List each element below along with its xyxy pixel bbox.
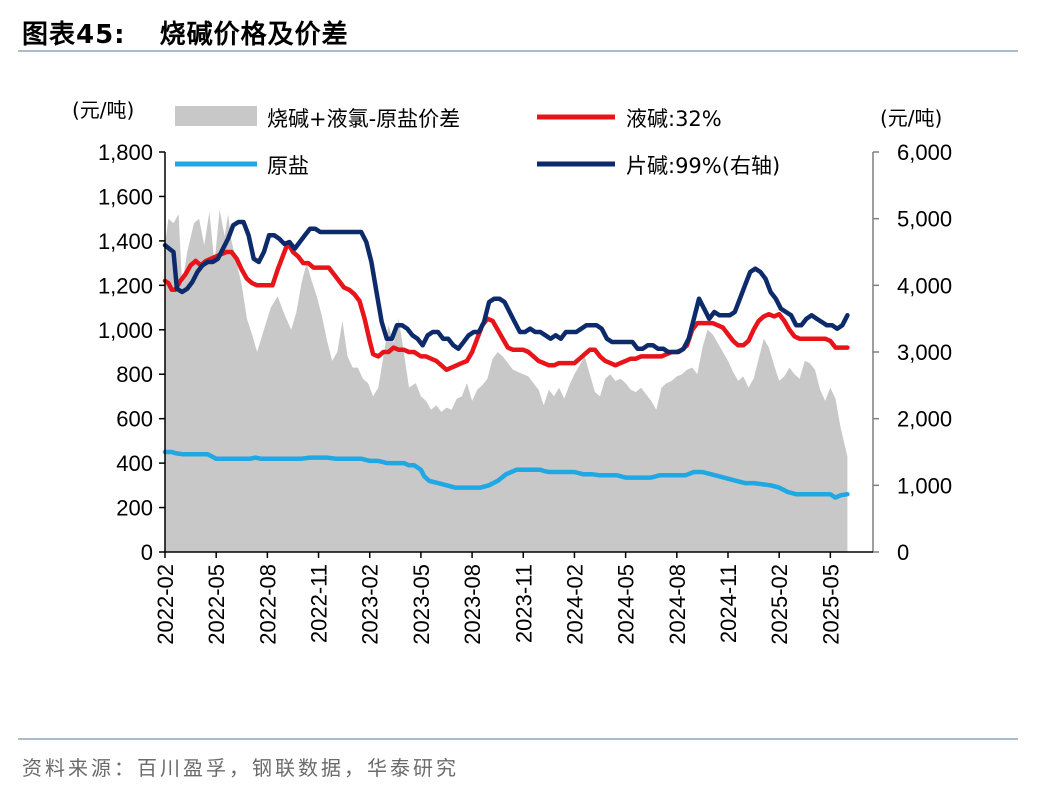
right-tick-label: 1,000 (897, 473, 952, 498)
legend-swatch-spread (175, 106, 257, 126)
left-tick-label: 400 (116, 451, 153, 476)
figure-number: 图表45: (22, 20, 126, 50)
left-tick-label: 200 (116, 496, 153, 521)
source-note: 资料来源：百川盈孚，钢联数据，华泰研究 (22, 756, 459, 780)
series-line-liquid-caustic (162, 240, 850, 373)
x-tick-label: 2023-08 (460, 564, 485, 645)
x-tick-label: 2023-05 (409, 564, 434, 645)
left-tick-label: 800 (116, 362, 153, 387)
axes-layer: 1,800 1,600 1,400 1,200 1,000 800 600 400 200 0 6,… (98, 140, 952, 645)
left-tick-label: 1,000 (98, 318, 153, 343)
figure-title: 图表45: 烧碱价格及价差 (22, 14, 349, 51)
legend-item-flake-caustic: 片碱:99%(右轴) (537, 154, 780, 178)
legend-label-liquid-caustic: 液碱:32% (626, 107, 722, 131)
x-tick-label: 2022-11 (307, 564, 332, 643)
left-tick-label: 1,600 (98, 184, 153, 209)
x-tick-label: 2025-05 (818, 564, 843, 645)
x-tick-label: 2025-02 (767, 564, 792, 645)
top-rule (18, 50, 1018, 52)
right-tick-label: 3,000 (897, 340, 952, 365)
right-tick-label: 4,000 (897, 273, 952, 298)
legend-label-flake-caustic: 片碱:99%(右轴) (626, 154, 780, 178)
left-tick-label: 1,200 (98, 273, 153, 298)
area-layer (165, 209, 848, 553)
legend-label-spread: 烧碱+液氯-原盐价差 (267, 107, 460, 131)
legend-item-salt: 原盐 (175, 154, 309, 178)
x-tick-label: 2024-02 (562, 564, 587, 645)
series-area-spread (165, 209, 848, 553)
left-axis-unit: (元/吨) (72, 98, 134, 122)
x-tick-label: 2022-08 (255, 564, 280, 645)
figure-title-text: 烧碱价格及价差 (159, 20, 349, 50)
series-line-salt (162, 449, 850, 500)
right-axis-unit: (元/吨) (880, 106, 942, 130)
left-tick-label: 600 (116, 407, 153, 432)
x-tick-label: 2022-05 (204, 564, 229, 645)
right-tick-label: 2,000 (897, 407, 952, 432)
right-tick-label: 0 (897, 540, 909, 565)
x-tick-label: 2024-11 (716, 564, 741, 643)
legend: 烧碱+液氯-原盐价差 液碱:32% 原盐 片碱:99%(右轴) (175, 106, 780, 178)
left-tick-label: 0 (141, 540, 153, 565)
x-tick-label: 2023-02 (358, 564, 383, 645)
x-tick-label: 2024-08 (665, 564, 690, 645)
chart: 1,800 1,600 1,400 1,200 1,000 800 600 400 200 0 6,… (72, 98, 952, 645)
x-tick-label: 2024-05 (614, 564, 639, 645)
legend-label-salt: 原盐 (267, 154, 309, 178)
right-tick-label: 6,000 (897, 140, 952, 165)
line-layer (162, 219, 850, 500)
legend-item-spread: 烧碱+液氯-原盐价差 (175, 106, 460, 131)
left-tick-label: 1,800 (98, 140, 153, 165)
bottom-rule (18, 738, 1018, 740)
right-tick-label: 5,000 (897, 207, 952, 232)
x-tick-label: 2023-11 (511, 564, 536, 643)
series-line-flake-caustic (162, 219, 850, 355)
left-tick-label: 1,400 (98, 229, 153, 254)
legend-item-liquid-caustic: 液碱:32% (537, 107, 722, 131)
x-tick-label: 2022-02 (153, 564, 178, 645)
